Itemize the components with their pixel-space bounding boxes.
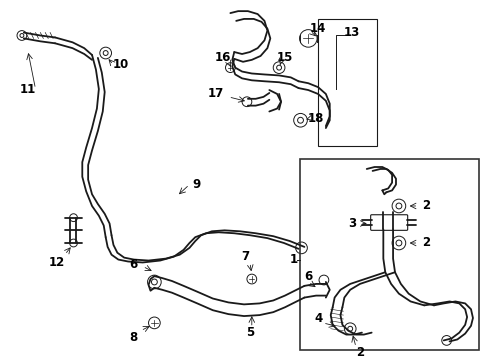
Text: 2: 2 [421, 199, 429, 212]
Text: 14: 14 [309, 22, 325, 35]
Text: 15: 15 [276, 51, 292, 64]
Text: 6: 6 [128, 258, 137, 271]
Text: 2: 2 [355, 346, 363, 359]
Text: 9: 9 [192, 178, 200, 191]
Text: 18: 18 [307, 112, 324, 125]
Bar [299, 159, 478, 350]
Text: 1: 1 [289, 253, 297, 266]
Text: 10: 10 [113, 58, 129, 71]
Text: 7: 7 [241, 250, 248, 263]
Text: 5: 5 [245, 326, 253, 339]
Text: 17: 17 [207, 87, 224, 100]
Text: 13: 13 [344, 26, 360, 39]
Text: 2: 2 [421, 237, 429, 249]
Text: 6: 6 [304, 270, 312, 283]
Text: 8: 8 [128, 331, 137, 344]
Text: 16: 16 [214, 51, 230, 64]
FancyBboxPatch shape [370, 215, 407, 230]
Text: 11: 11 [20, 82, 36, 95]
Text: 3: 3 [347, 217, 355, 230]
Text: 12: 12 [49, 256, 65, 269]
Bar [317, 19, 376, 145]
Text: 4: 4 [314, 311, 323, 324]
